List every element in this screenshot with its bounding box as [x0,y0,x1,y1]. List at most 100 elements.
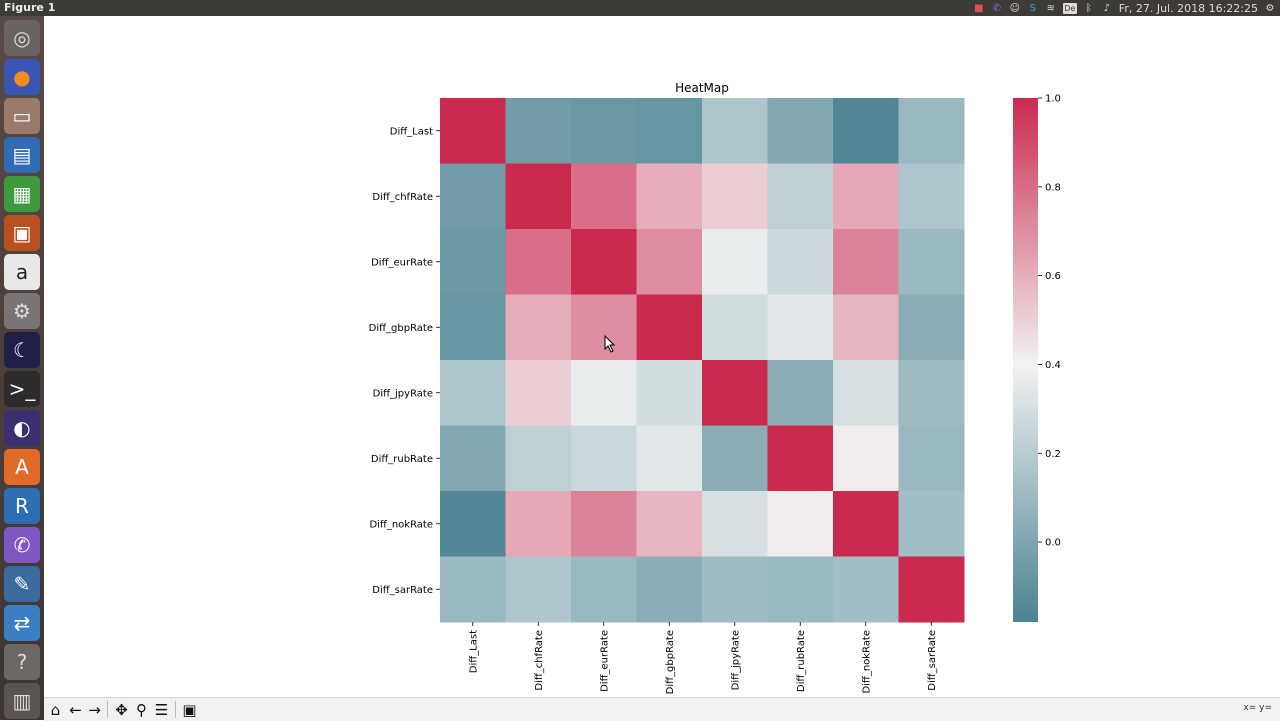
pan-button[interactable]: ✥ [115,700,128,719]
configure-subplots-button[interactable]: ☰ [154,700,169,719]
skype-icon[interactable]: S [1029,2,1036,14]
ubuntu-dash-icon: ◎ [13,26,31,50]
firefox-icon: ● [13,65,31,89]
y-tick-label: Diff_nokRate [369,519,433,530]
home-button[interactable]: ⌂ [50,700,61,719]
heatmap-cell [898,98,965,164]
launcher-settings[interactable]: ⚙ [4,293,40,329]
zoom-button[interactable]: ⚲ [136,700,147,719]
heatmap-cell [636,229,703,295]
x-tick-label: Diff_Last [468,630,479,673]
y-tick-label: Diff_Last [390,126,433,137]
heatmap-cell [505,98,572,164]
heatmap-cell [571,360,637,426]
launcher-firefox[interactable]: ● [4,59,40,95]
heatmap-cell [440,556,506,623]
launcher-writer[interactable]: ▤ [4,137,40,173]
launcher-software-center[interactable]: A [4,449,40,485]
settings-icon: ⚙ [13,299,31,323]
coordinates-readout: x= y= [1243,703,1272,713]
heatmap-cell [440,491,506,557]
heatmap-cell [767,425,834,492]
heatmap-cell [440,425,506,492]
launcher-amazon[interactable]: a [4,254,40,290]
heatmap-cell [636,98,703,164]
heatmap-cell [767,556,834,623]
back-button[interactable]: ← [69,700,82,719]
heatmap-cell [898,163,965,230]
heatmap-cell [767,98,834,164]
heatmap-cell [702,163,768,230]
heatmap-cell [636,294,703,361]
software-center-icon: A [15,455,29,479]
launcher-viber[interactable]: ✆ [4,527,40,563]
launcher-r-studio[interactable]: R [4,488,40,524]
colorbar-tick-label: 1.0 [1045,94,1061,105]
toolbar-separator [107,701,108,718]
x-tick-label: Diff_gbpRate [665,630,676,694]
x-tick-label: Diff_jpyRate [730,630,741,690]
wifi-icon[interactable]: ≋ [1046,2,1055,14]
launcher-trash[interactable]: ▥ [4,683,40,719]
heatmap-cell [702,294,768,361]
launcher-terminal[interactable]: >_ [4,371,40,407]
heatmap-cell [571,229,637,295]
amazon-icon: a [15,260,29,284]
toolbar-separator [175,701,176,718]
heatmap-cell [833,229,899,295]
heatmap-cell [571,163,637,230]
x-tick-label: Diff_sarRate [927,630,938,691]
file-manager-icon: ▭ [12,104,32,128]
heatmap-cell [767,229,834,295]
volume-icon[interactable]: ♪ [1103,2,1110,14]
heatmap-cell [505,163,572,230]
heatmap-cell [702,229,768,295]
camera-icon[interactable]: ■ [974,2,984,14]
launcher-network-tool[interactable]: ⇄ [4,605,40,641]
y-tick-label: Diff_gbpRate [369,323,433,334]
heatmap-cell [833,425,899,492]
y-tick-label: Diff_sarRate [372,585,433,596]
clock[interactable]: Fr, 27. Jul. 2018 16:22:25 [1118,1,1258,15]
heatmap-cell [571,491,637,557]
x-tick-label: Diff_chfRate [534,630,545,691]
heatmap-cell [571,556,637,623]
launcher-file-manager[interactable]: ▭ [4,98,40,134]
launcher-calc[interactable]: ▦ [4,176,40,212]
bluetooth-icon[interactable]: ᛒ [1085,2,1092,14]
launcher-help[interactable]: ? [4,644,40,680]
launcher-ubuntu-dash[interactable]: ◎ [4,20,40,56]
gear-icon[interactable]: ⚙ [1265,2,1275,14]
keyboard-layout-icon[interactable]: De [1062,2,1077,14]
launcher-impress[interactable]: ▣ [4,215,40,251]
launcher: ◎ ● ▭ ▤ ▦ ▣ a ⚙ ☾ >_ ◐ A R ✆ ✎ ⇄? ▥ [0,16,44,720]
heatmap-cell [898,556,965,623]
trash-icon: ▥ [12,689,32,713]
save-button[interactable]: ▣ [182,700,197,719]
chart-title: HeatMap [675,81,729,95]
eclipse-icon: ◐ [13,416,31,440]
forward-button[interactable]: → [88,700,101,719]
heatmap-cell [440,360,506,426]
heatmap-cell [636,425,703,492]
heatmap-cell [636,163,703,230]
heatmap-cell [440,229,506,295]
heatmap-cell [833,556,899,623]
colorbar-tick-label: 0.0 [1045,538,1061,549]
heatmap-cell [440,98,506,164]
heatmap-cell [505,229,572,295]
launcher-eclipse[interactable]: ◐ [4,410,40,446]
launcher-pen-tool[interactable]: ✎ [4,566,40,602]
viber-icon: ✆ [13,533,31,557]
heatmap-cell [767,294,834,361]
chat-icon[interactable]: ☺ [1009,2,1021,14]
impress-icon: ▣ [12,221,32,245]
r-studio-icon: R [15,494,29,518]
viber-icon[interactable]: ✆ [992,2,1001,14]
colorbar-tick-label: 0.8 [1045,182,1061,193]
y-tick-label: Diff_rubRate [371,454,433,465]
launcher-stellarium[interactable]: ☾ [4,332,40,368]
mouse-cursor [604,335,616,353]
heatmap-cell [505,294,572,361]
heatmap-cell [505,425,572,492]
